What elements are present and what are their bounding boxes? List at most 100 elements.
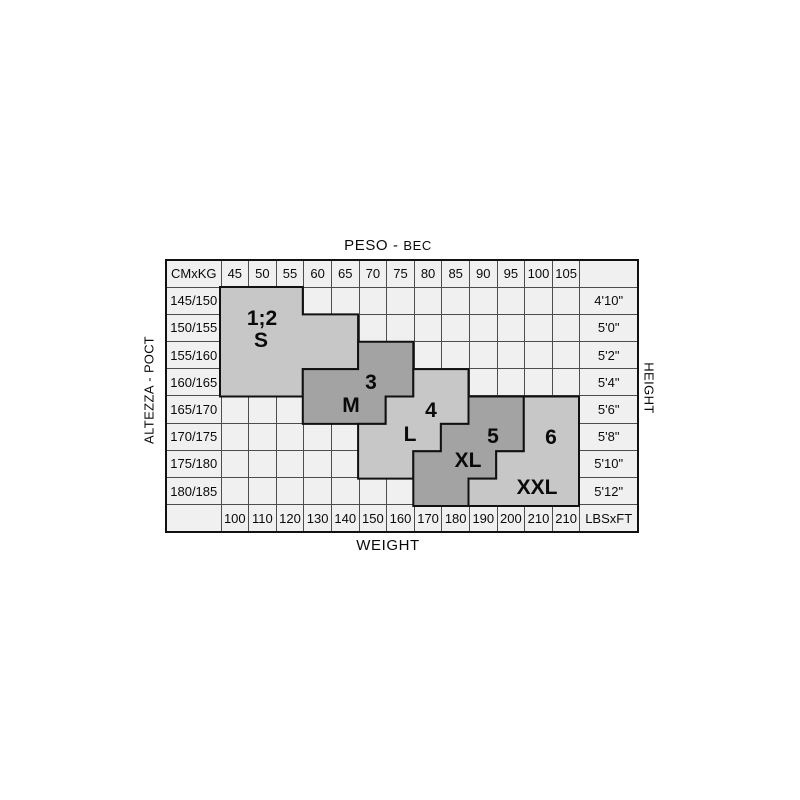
lbs-footer-cell: 150 xyxy=(358,504,388,533)
grid-cell xyxy=(441,449,470,479)
grid-cell xyxy=(303,313,332,343)
height-row: 175/180 5'10" xyxy=(165,449,639,479)
cm-label-cell: 175/180 xyxy=(165,449,222,479)
grid-cell xyxy=(330,341,360,370)
grid-cell xyxy=(551,395,581,424)
lbs-footer-cell: 160 xyxy=(386,504,415,533)
grid-cell xyxy=(358,368,388,397)
grid-cell xyxy=(441,313,470,343)
height-row: 160/165 5'4" xyxy=(165,368,639,397)
height-row: 170/175 5'8" xyxy=(165,422,639,451)
grid-cell xyxy=(468,313,498,343)
kg-header-cell: 85 xyxy=(441,259,470,288)
grid-cell xyxy=(496,395,526,424)
grid-cell xyxy=(468,368,498,397)
kg-header-cell: 95 xyxy=(496,259,526,288)
grid-cell xyxy=(358,395,388,424)
kg-header-cell: 65 xyxy=(330,259,360,288)
grid-cell xyxy=(358,313,388,343)
lbs-footer-cell: 130 xyxy=(303,504,332,533)
lbs-footer-cell: 210 xyxy=(551,504,581,533)
grid-cell xyxy=(386,449,415,479)
grid-cell xyxy=(386,313,415,343)
grid-cell xyxy=(248,476,277,506)
size-grid: CMxKG 45 50 55 60 65 70 75 80 85 90 95 100 105 145/150… xyxy=(165,259,639,533)
grid-cell xyxy=(496,313,526,343)
cm-label-cell: 160/165 xyxy=(165,368,222,397)
grid-cell xyxy=(220,395,250,424)
grid-cell xyxy=(386,341,415,370)
grid-cell xyxy=(330,449,360,479)
grid-cell xyxy=(413,313,443,343)
kg-header-cell: 75 xyxy=(386,259,415,288)
grid-cell xyxy=(248,313,277,343)
ft-label-cell: 5'10" xyxy=(579,449,639,479)
grid-cell xyxy=(330,313,360,343)
grid-cell xyxy=(358,422,388,451)
grid-cell xyxy=(441,395,470,424)
grid-cell xyxy=(303,395,332,424)
top-axis-title: PESO - ВЕС xyxy=(165,237,611,255)
cm-label-cell: 150/155 xyxy=(165,313,222,343)
left-axis-title: ALTEZZA - РОСТ xyxy=(141,336,157,444)
grid-cell xyxy=(303,341,332,370)
grid-cell xyxy=(496,341,526,370)
grid-cell xyxy=(441,341,470,370)
grid-cell xyxy=(524,286,553,315)
grid-cell xyxy=(468,395,498,424)
grid-cell xyxy=(386,422,415,451)
grid-cell xyxy=(496,449,526,479)
grid-cell xyxy=(413,395,443,424)
grid-cell xyxy=(524,341,553,370)
grid-cell xyxy=(275,422,305,451)
grid-cell xyxy=(386,286,415,315)
grid-cell xyxy=(330,368,360,397)
grid-cell xyxy=(524,476,553,506)
grid-cell xyxy=(524,313,553,343)
top-axis-title-latin: PESO - xyxy=(344,237,399,254)
grid-cell xyxy=(441,286,470,315)
lbs-footer-cell: 110 xyxy=(248,504,277,533)
kg-header-cell: 50 xyxy=(248,259,277,288)
grid-cell xyxy=(441,368,470,397)
height-row: 165/170 5'6" xyxy=(165,395,639,424)
grid-cell xyxy=(220,476,250,506)
height-row: 155/160 5'2" xyxy=(165,341,639,370)
grid-cell xyxy=(496,476,526,506)
grid-cell xyxy=(358,476,388,506)
grid-cell xyxy=(220,422,250,451)
grid-cell xyxy=(524,368,553,397)
grid-cell xyxy=(551,449,581,479)
kg-header-cell: 105 xyxy=(551,259,581,288)
top-axis-title-cyrillic: ВЕС xyxy=(403,238,432,253)
ft-label-cell: 5'8" xyxy=(579,422,639,451)
grid-cell xyxy=(330,395,360,424)
kg-header-row: CMxKG 45 50 55 60 65 70 75 80 85 90 95 100 105 xyxy=(165,259,639,288)
grid-cell xyxy=(551,422,581,451)
grid-cell xyxy=(496,422,526,451)
grid-cell xyxy=(248,449,277,479)
unit-cell-cm-kg: CMxKG xyxy=(165,259,222,288)
grid-cell xyxy=(303,368,332,397)
unit-cell-lbs-ft: LBSxFT xyxy=(579,504,639,533)
grid-cell xyxy=(275,368,305,397)
lbs-footer-cell: 210 xyxy=(524,504,553,533)
grid-cell xyxy=(551,313,581,343)
grid-cell xyxy=(496,286,526,315)
grid-cell xyxy=(358,341,388,370)
corner-cell-top-right xyxy=(579,259,639,288)
grid-cell xyxy=(220,313,250,343)
grid-cell xyxy=(330,422,360,451)
lbs-footer-cell: 200 xyxy=(496,504,526,533)
grid-cell xyxy=(275,395,305,424)
grid-cell xyxy=(330,476,360,506)
lbs-footer-cell: 180 xyxy=(441,504,470,533)
kg-header-cell: 60 xyxy=(303,259,332,288)
grid-cell xyxy=(386,368,415,397)
grid-cell xyxy=(413,449,443,479)
kg-header-cell: 90 xyxy=(468,259,498,288)
grid-cell xyxy=(468,341,498,370)
height-row: 150/155 5'0" xyxy=(165,313,639,343)
lbs-footer-cell: 120 xyxy=(275,504,305,533)
